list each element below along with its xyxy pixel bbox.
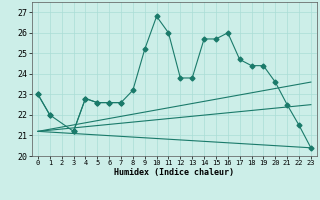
X-axis label: Humidex (Indice chaleur): Humidex (Indice chaleur): [115, 168, 234, 177]
